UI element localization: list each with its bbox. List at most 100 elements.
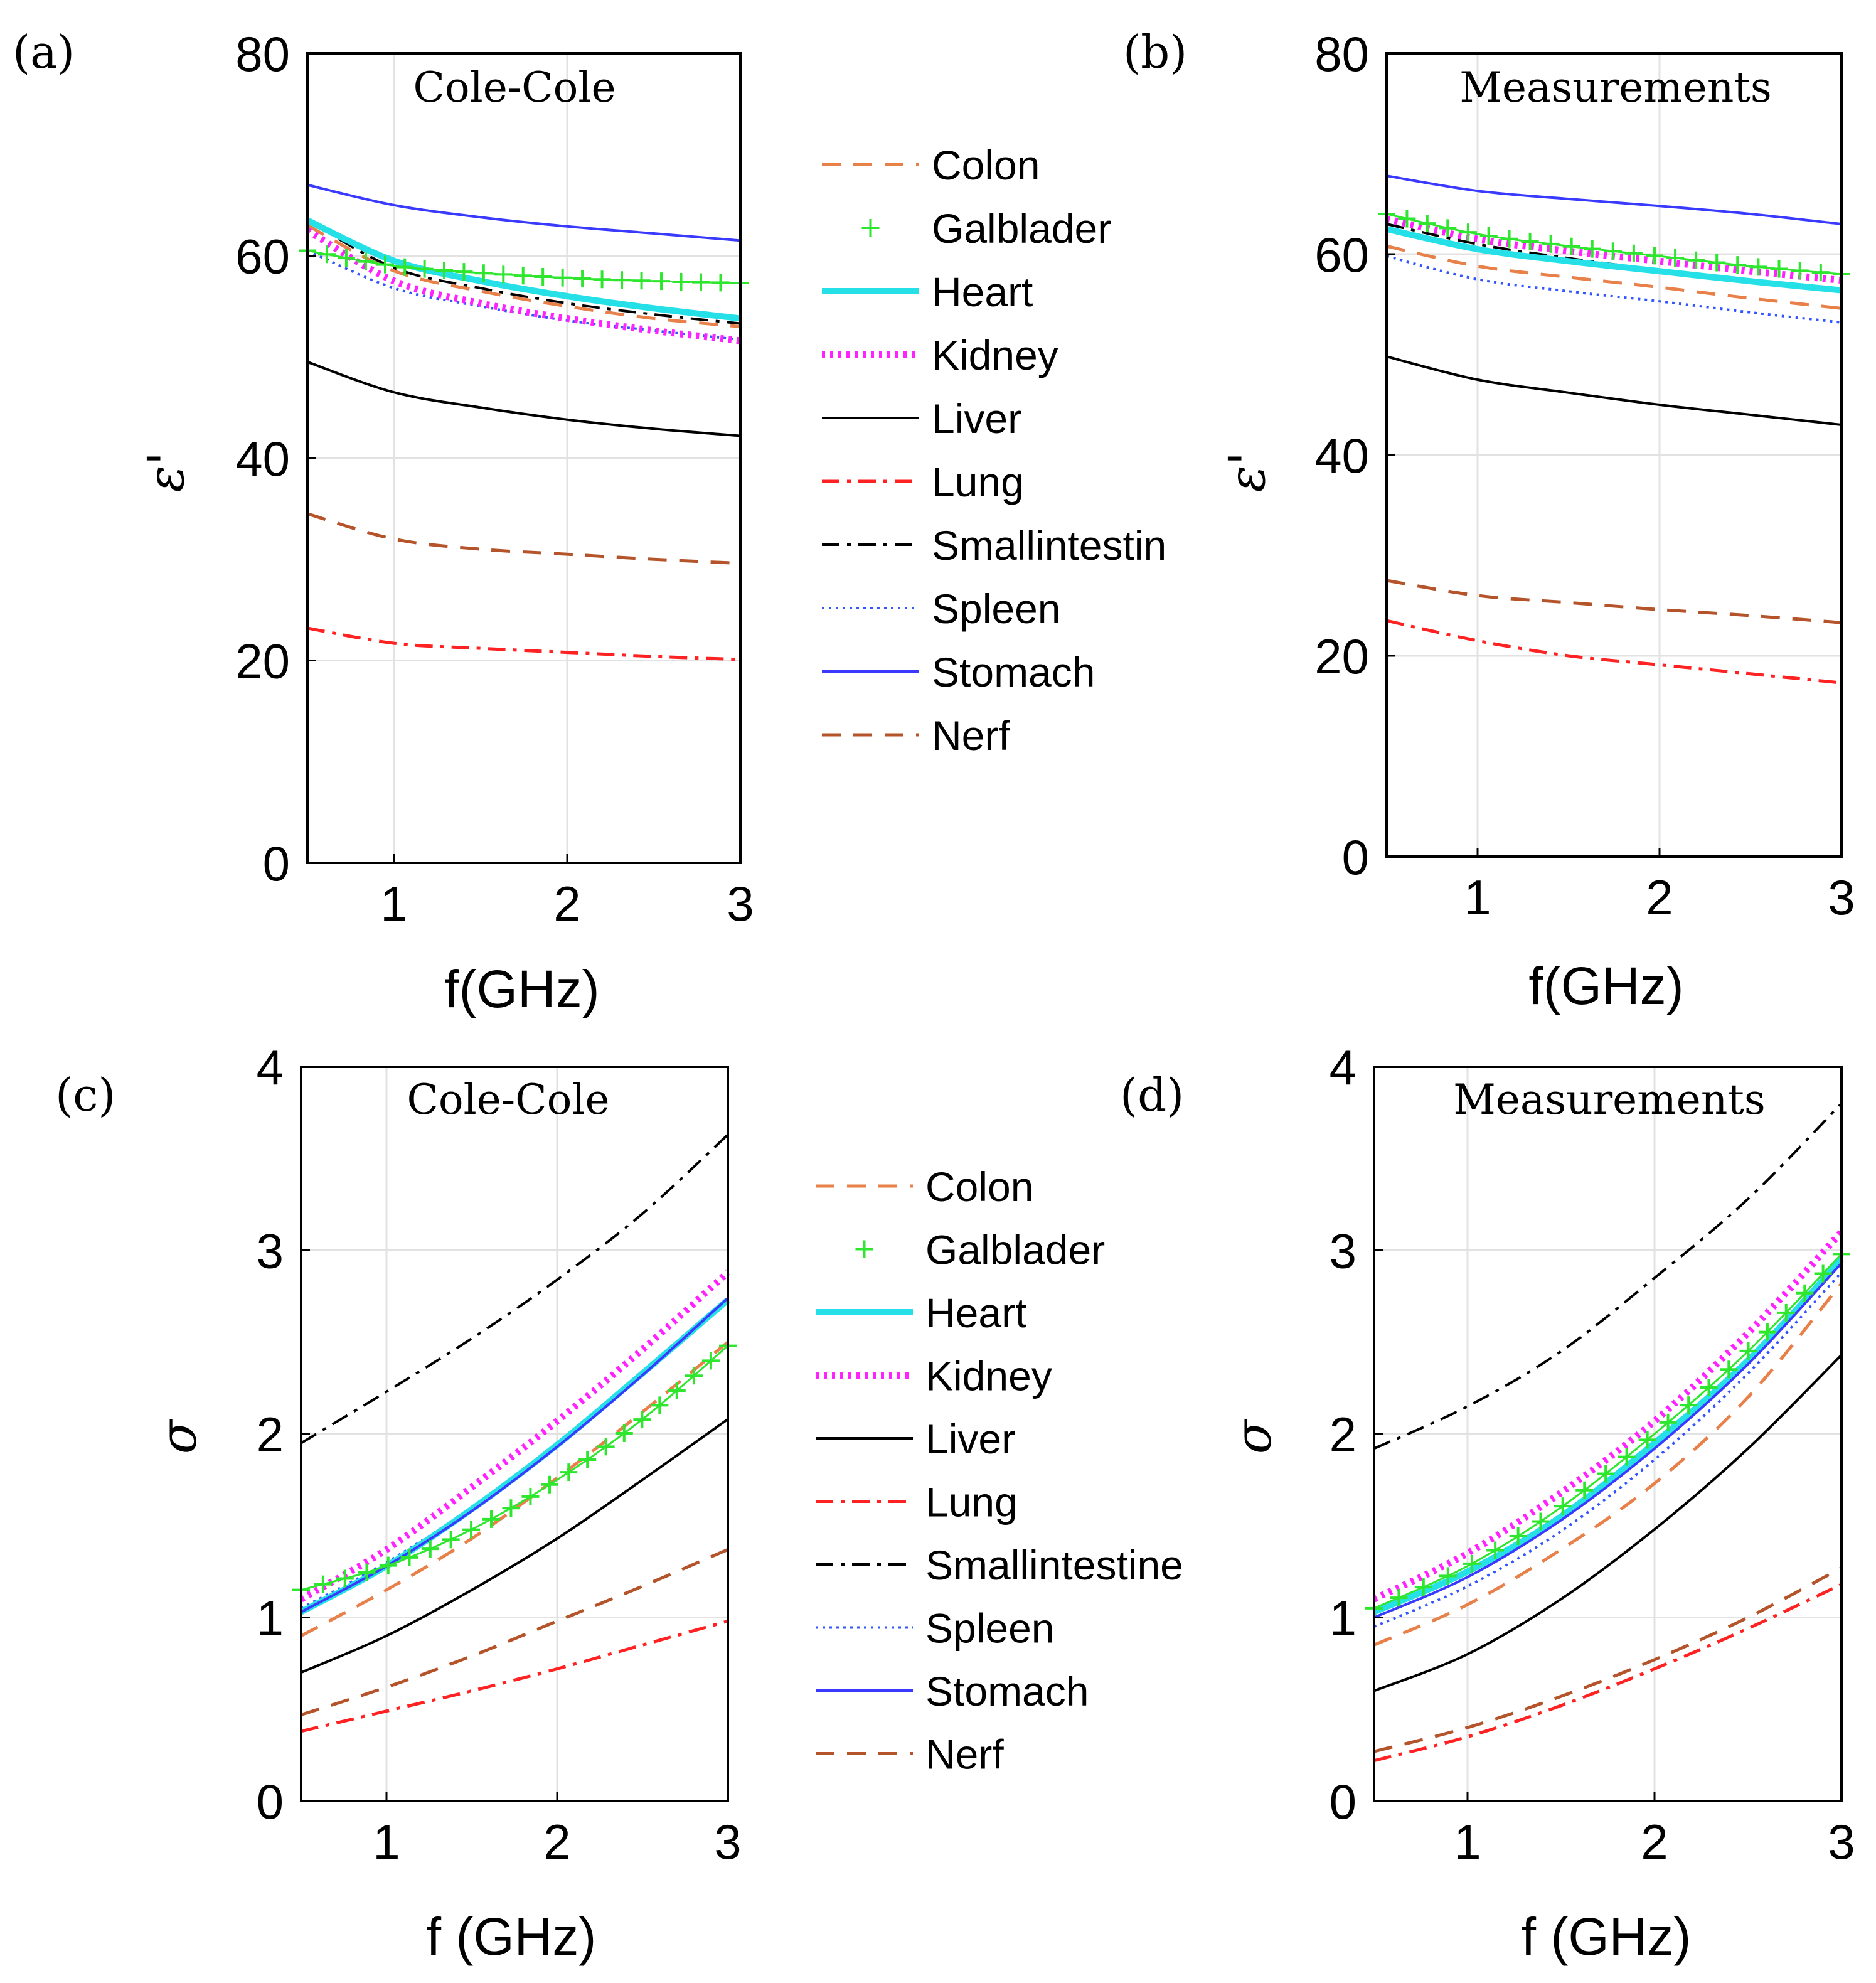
panel-a-ylabel: ε' <box>137 452 195 493</box>
panel-c-xtick-label: 3 <box>714 1814 741 1869</box>
panel-c-xtick-label: 2 <box>543 1814 570 1869</box>
legend-label-stomach: Stomach <box>932 649 1095 695</box>
panel-b-marker-galblader <box>1791 262 1809 280</box>
legend-label-lung: Lung <box>925 1479 1018 1526</box>
panel-b-series-spleen <box>1386 255 1842 324</box>
panel-b-marker-galblader <box>1521 232 1539 250</box>
panel-a-series-nerf <box>307 512 741 565</box>
panel-d-marker-galblader <box>1758 1323 1776 1341</box>
legend-label-colon: Colon <box>932 142 1040 188</box>
panel-c-marker-galblader <box>651 1396 669 1414</box>
panel-a-marker-galblader <box>435 262 454 280</box>
panel-b-marker-galblader <box>1500 230 1518 248</box>
panel-a-xtick-label: 3 <box>727 876 754 931</box>
panel-a-series-heart <box>306 217 741 322</box>
panel-d-marker-galblader <box>1486 1541 1505 1559</box>
panel-b-series-liver <box>1386 355 1842 426</box>
panel-c: 1 2 3 0 1 2 3 4 (c) Cole-Cole f (GHz) σ <box>55 1040 742 1966</box>
panel-c-series-smallintestine <box>300 1133 729 1445</box>
panel-a-marker-galblader <box>396 258 414 276</box>
panel-a-marker-galblader <box>711 274 730 292</box>
panel-d-ytick-label: 0 <box>1330 1774 1356 1829</box>
legend-label-kidney: Kidney <box>932 332 1058 378</box>
panel-c-series-colon <box>300 1340 729 1637</box>
panel-c-marker-galblader <box>560 1463 578 1482</box>
panel-d-marker-galblader <box>1618 1448 1636 1466</box>
panel-d-marker-galblader <box>1739 1342 1757 1360</box>
panel-c-ytick-label: 3 <box>257 1224 284 1279</box>
panel-c-marker-galblader <box>314 1575 332 1593</box>
panel-a-series-stomach <box>307 183 741 242</box>
panel-d-marker-galblader <box>1575 1481 1594 1499</box>
panel-d-marker-galblader <box>1638 1431 1656 1449</box>
panel-a-marker-galblader <box>573 270 592 288</box>
panel-b-ytick-label: 20 <box>1314 629 1369 684</box>
panel-c-marker-galblader <box>379 1556 397 1574</box>
panel-b-xtick-label: 1 <box>1464 870 1491 925</box>
panel-a-letter: (a) <box>13 26 75 78</box>
panel-b-ytick-label: 60 <box>1314 227 1369 282</box>
panel-c-ytick-label: 0 <box>257 1774 284 1829</box>
panel-b-series-nerf <box>1386 579 1842 624</box>
panel-c-title: Cole-Cole <box>407 1076 609 1124</box>
panel-d-ytick-label: 4 <box>1330 1040 1356 1095</box>
panel-a-xlabel: f(GHz) <box>444 959 599 1018</box>
panel-c-marker-galblader <box>701 1352 720 1370</box>
legend-label-galblader: Galblader <box>925 1227 1105 1273</box>
panel-a-marker-galblader <box>672 272 690 291</box>
panel-a-ytick-label: 0 <box>263 836 290 891</box>
legend-label-liver: Liver <box>925 1416 1015 1462</box>
legend-swatch-galblader <box>855 1240 873 1258</box>
panel-c-marker-galblader <box>482 1510 500 1528</box>
panel-d-marker-galblader <box>1720 1360 1738 1379</box>
legend-label-nerf: Nerf <box>925 1731 1004 1778</box>
panel-c-series-lung <box>301 1619 728 1733</box>
panel-b-xtick-label: 2 <box>1646 870 1673 925</box>
panel-a-marker-galblader <box>415 260 434 278</box>
panel-c-letter: (c) <box>55 1069 116 1121</box>
panel-a-marker-galblader <box>692 273 710 291</box>
panel-c-ylabel: σ <box>149 1418 208 1454</box>
panel-a-marker-galblader <box>317 245 336 264</box>
panel-b-marker-galblader <box>1687 251 1705 269</box>
panel-d-marker-galblader <box>1814 1264 1832 1283</box>
panel-b-marker-galblader <box>1708 254 1726 272</box>
panel-b-marker-galblader <box>1542 235 1560 253</box>
panel-b-marker-galblader <box>1729 256 1747 274</box>
panel-a-marker-galblader <box>455 263 473 281</box>
panel-a-marker-galblader <box>337 249 355 267</box>
panel-d-marker-galblader <box>1777 1303 1795 1322</box>
panel-d-series-colon <box>1373 1282 1843 1647</box>
panel-d-xtick-label: 3 <box>1828 1814 1855 1869</box>
panel-c-marker-galblader <box>578 1451 597 1469</box>
panel-b-marker-galblader <box>1811 264 1830 282</box>
legend-label-liver: Liver <box>932 395 1021 442</box>
panel-a-marker-galblader <box>494 265 513 284</box>
panel-a-ytick-label: 40 <box>235 431 290 486</box>
panel-c-marker-galblader <box>462 1521 481 1539</box>
panel-d-series-lung <box>1373 1583 1843 1763</box>
legend-label-kidney: Kidney <box>925 1353 1052 1399</box>
panel-a-title: Cole-Cole <box>413 63 616 112</box>
panel-a-marker-galblader <box>613 271 631 289</box>
panel-a-marker-galblader <box>376 255 395 274</box>
panel-d-series-smallintestine <box>1373 1103 1843 1450</box>
panel-b-series-lung <box>1386 619 1842 685</box>
panel-a-series-liver <box>307 360 741 437</box>
panel-a-marker-galblader <box>534 268 552 286</box>
panel-d-marker-galblader <box>1463 1554 1481 1573</box>
legend-label-spleen: Spleen <box>925 1605 1055 1652</box>
legend-label-nerf: Nerf <box>932 712 1010 759</box>
legend-label-spleen: Spleen <box>932 585 1061 632</box>
panel-a-ytick-label: 80 <box>235 26 290 82</box>
legend-label-smallintestine: Smallintestin <box>932 522 1166 569</box>
panel-a-marker-galblader <box>514 267 532 285</box>
panel-d-ytick-label: 1 <box>1330 1591 1356 1646</box>
panel-c-ytick-label: 4 <box>257 1040 284 1095</box>
panel-a-marker-galblader <box>356 252 375 270</box>
legend-label-stomach: Stomach <box>925 1668 1089 1714</box>
panel-c-marker-galblader <box>400 1548 418 1566</box>
panel-c-marker-galblader <box>421 1540 439 1558</box>
panel-b-marker-galblader <box>1624 244 1643 262</box>
